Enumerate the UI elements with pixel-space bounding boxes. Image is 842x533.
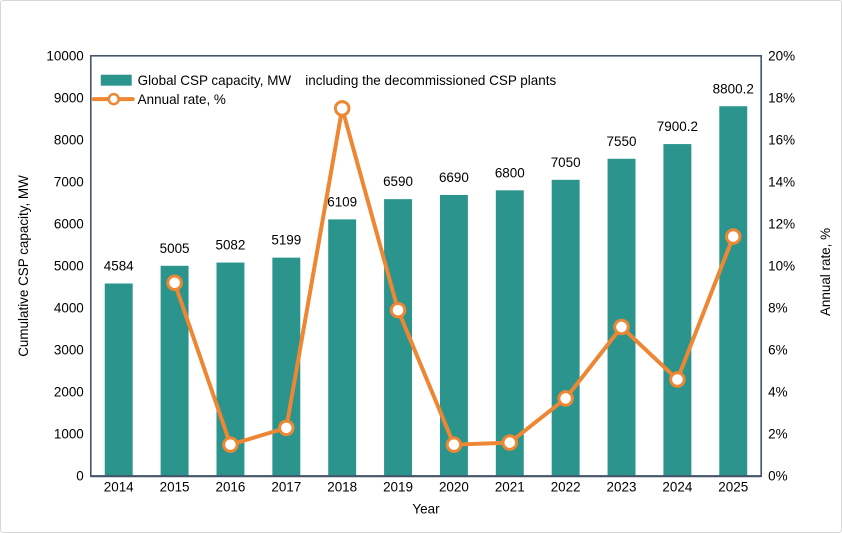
legend-line-marker-icon [107,92,120,106]
bar-2023 [607,158,636,477]
right-axis-tick-label: 4% [768,385,787,400]
legend-line-label: Annual rate, % [138,92,226,107]
bar-value-label-2017: 5199 [271,233,301,248]
bar-2014 [104,283,133,477]
marker-2024 [669,371,686,388]
left-axis-tick-label: 7000 [54,174,84,189]
bar-value-label-2021: 6800 [495,165,525,180]
left-axis-tick-label: 1000 [54,427,84,442]
marker-2020 [445,436,463,453]
marker-2015 [166,274,183,292]
right-axis-tick-label: 16% [768,132,795,147]
bar-2022 [551,179,580,477]
marker-2021 [501,434,519,451]
bar-value-label-2023: 7550 [607,134,637,149]
bar-2015 [160,265,189,477]
legend-bar-label: Global CSP capacity, MW [138,73,292,88]
right-axis-tick-label: 8% [768,301,787,316]
x-axis-tick-label: 2019 [383,480,413,495]
right-axis-tick-label: 12% [768,216,795,231]
x-axis-tick-label: 2025 [718,480,748,495]
bar-value-label-2024: 7900.2 [657,119,698,134]
annotation-text: including the decommissioned CSP plants [305,73,556,88]
bar-value-label-2025: 8800.2 [713,81,754,96]
x-axis-tick-label: 2024 [662,480,692,495]
marker-2022 [557,390,574,407]
x-axis-tick-label: 2015 [160,480,190,495]
x-axis-tick-label: 2018 [327,480,357,495]
marker-2018 [333,100,351,117]
right-axis-tick-label: 20% [768,48,795,63]
right-axis-tick-label: 0% [768,469,787,484]
left-axis-tick-label: 6000 [54,216,84,231]
x-axis-tick-label: 2014 [104,480,134,495]
marker-2025 [724,228,742,245]
left-axis-title: Cumulative CSP capacity, MW [16,175,31,357]
bar-value-label-2014: 4584 [104,259,134,274]
bar-2025 [719,106,748,477]
right-axis-tick-label: 18% [768,90,795,105]
bar-value-label-2019: 6590 [383,174,413,189]
x-axis-tick-label: 2023 [607,480,637,495]
x-axis-tick-label: 2022 [551,480,581,495]
right-axis-tick-label: 14% [768,174,795,189]
left-axis-tick-label: 9000 [54,90,84,105]
bar-2024 [663,144,692,477]
bar-2020 [439,194,468,477]
left-axis-tick-label: 8000 [54,132,84,147]
left-axis-tick-label: 3000 [54,343,84,358]
left-axis-tick-label: 4000 [54,301,84,316]
x-axis-tick-label: 2016 [215,480,245,495]
bar-2018 [328,219,357,477]
bar-value-label-2018: 6109 [327,194,357,209]
x-axis-tick-label: 2021 [495,480,525,495]
bar-value-label-2016: 5082 [215,238,245,253]
bar-2021 [495,190,524,477]
right-axis-tick-label: 6% [768,343,787,358]
bar-value-label-2020: 6690 [439,170,469,185]
left-axis-tick-label: 0 [76,469,83,484]
marker-2023 [613,318,630,336]
right-axis-tick-label: 10% [768,258,795,273]
marker-2019 [389,301,407,319]
bar-value-label-2015: 5005 [160,241,190,256]
x-axis-title: Year [412,502,440,517]
x-axis-tick-label: 2017 [271,480,301,495]
left-axis-tick-label: 5000 [54,258,84,273]
marker-2016 [222,436,239,453]
right-axis-tick-label: 2% [768,427,787,442]
marker-2017 [278,419,295,437]
left-axis-tick-label: 10000 [46,48,83,63]
right-axis-title: Annual rate, % [818,228,833,316]
bar-value-label-2022: 7050 [551,155,581,170]
x-axis-tick-label: 2020 [439,480,469,495]
left-axis-tick-label: 2000 [54,385,84,400]
legend-bar-swatch-icon [100,74,132,86]
